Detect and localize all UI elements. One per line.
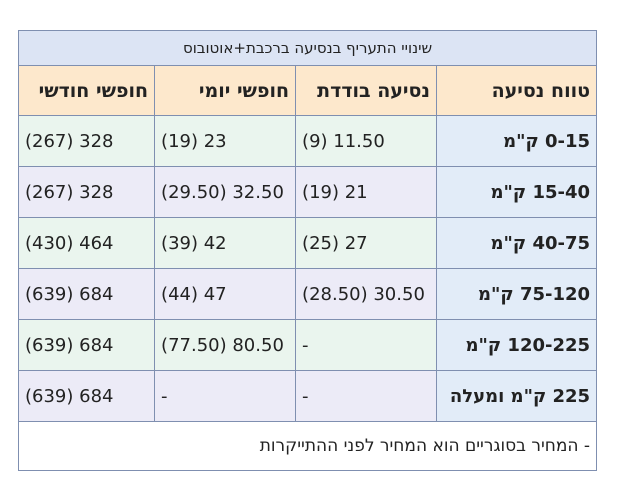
monthly-pass-cell: 464 (430) — [17, 217, 156, 269]
table-header-row: טווח נסיעה נסיעה בודדת חופשי יומי חופשי … — [17, 65, 598, 116]
single-fare-cell: - — [295, 319, 438, 371]
header-range: טווח נסיעה — [436, 65, 598, 116]
monthly-pass-cell: 684 (639) — [17, 319, 156, 371]
monthly-pass-cell: 684 (639) — [17, 370, 156, 422]
single-fare-cell: 30.50 (28.50) — [295, 268, 438, 320]
table-row: 120-225 ק"מ - 80.50 (77.50) 684 (639) — [17, 319, 598, 371]
monthly-pass-cell: 328 (267) — [17, 115, 156, 167]
daily-pass-cell: 32.50 (29.50) — [154, 166, 297, 218]
table-row: 0-15 ק"מ 11.50 (9) 23 (19) 328 (267) — [17, 115, 598, 167]
table-row: 15-40 ק"מ 21 (19) 32.50 (29.50) 328 (267… — [17, 166, 598, 218]
daily-pass-cell: 42 (39) — [154, 217, 297, 269]
monthly-pass-cell: 684 (639) — [17, 268, 156, 320]
daily-pass-cell: 80.50 (77.50) — [154, 319, 297, 371]
range-cell: 75-120 ק"מ — [436, 268, 598, 320]
price-note: - המחיר בסוגריים הוא המחיר לפני ההתייקרו… — [17, 421, 598, 471]
header-daily: חופשי יומי — [154, 65, 297, 116]
range-cell: 40-75 ק"מ — [436, 217, 598, 269]
table-title: שינויי התעריף בנסיעה ברכבת+אוטובוס — [17, 30, 598, 66]
range-cell: 15-40 ק"מ — [436, 166, 598, 218]
single-fare-cell: 11.50 (9) — [295, 115, 438, 167]
daily-pass-cell: - — [154, 370, 297, 422]
table-row: 75-120 ק"מ 30.50 (28.50) 47 (44) 684 (63… — [17, 268, 598, 320]
range-cell: 225 ק"מ ומעלה — [436, 370, 598, 422]
fare-changes-table: שינויי התעריף בנסיעה ברכבת+אוטובוס טווח … — [17, 30, 598, 471]
fare-table-container: שינויי התעריף בנסיעה ברכבת+אוטובוס טווח … — [17, 30, 598, 471]
header-monthly: חופשי חודשי — [17, 65, 156, 116]
table-title-row: שינויי התעריף בנסיעה ברכבת+אוטובוס — [17, 30, 598, 66]
daily-pass-cell: 47 (44) — [154, 268, 297, 320]
table-note-row: - המחיר בסוגריים הוא המחיר לפני ההתייקרו… — [17, 421, 598, 471]
table-row: 40-75 ק"מ 27 (25) 42 (39) 464 (430) — [17, 217, 598, 269]
table-row: 225 ק"מ ומעלה - - 684 (639) — [17, 370, 598, 422]
monthly-pass-cell: 328 (267) — [17, 166, 156, 218]
single-fare-cell: 27 (25) — [295, 217, 438, 269]
range-cell: 120-225 ק"מ — [436, 319, 598, 371]
range-cell: 0-15 ק"מ — [436, 115, 598, 167]
daily-pass-cell: 23 (19) — [154, 115, 297, 167]
header-single: נסיעה בודדת — [295, 65, 438, 116]
single-fare-cell: 21 (19) — [295, 166, 438, 218]
single-fare-cell: - — [295, 370, 438, 422]
